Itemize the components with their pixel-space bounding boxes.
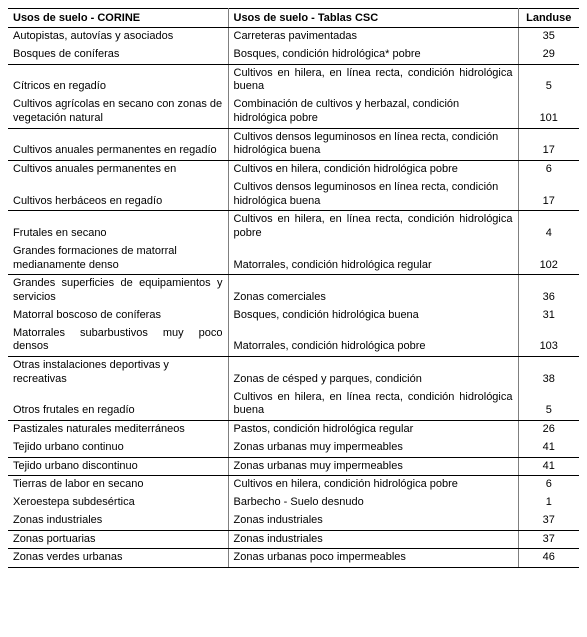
cell-csc: Carreteras pavimentadas <box>228 28 518 46</box>
cell-landuse: 101 <box>518 96 579 128</box>
cell-csc: Zonas industriales <box>228 530 518 549</box>
cell-landuse: 29 <box>518 46 579 64</box>
table-row: Tejido urbano continuoZonas urbanas muy … <box>8 439 579 457</box>
cell-landuse: 4 <box>518 211 579 243</box>
cell-corine: Matorral boscoso de coníferas <box>8 307 228 325</box>
cell-landuse: 36 <box>518 275 579 307</box>
cell-corine: Cítricos en regadío <box>8 64 228 96</box>
cell-csc: Pastos, condición hidrológica regular <box>228 421 518 439</box>
cell-csc: Bosques, condición hidrológica* pobre <box>228 46 518 64</box>
cell-csc: Cultivos en hilera, en línea recta, cond… <box>228 64 518 96</box>
cell-landuse: 37 <box>518 530 579 549</box>
table-row: Matorrales subarbustivos muy poco densos… <box>8 325 579 357</box>
cell-corine: Zonas verdes urbanas <box>8 549 228 568</box>
cell-csc: Zonas urbanas poco impermeables <box>228 549 518 568</box>
table-header-row: Usos de suelo - CORINE Usos de suelo - T… <box>8 9 579 28</box>
header-csc: Usos de suelo - Tablas CSC <box>228 9 518 28</box>
table-row: Cultivos anuales permanentes en regadíoC… <box>8 128 579 161</box>
cell-landuse: 102 <box>518 243 579 275</box>
table-row: Tierras de labor en secanoCultivos en hi… <box>8 476 579 494</box>
cell-landuse: 17 <box>518 128 579 161</box>
table-row: Otros frutales en regadíoCultivos en hil… <box>8 389 579 421</box>
table-row: Cultivos anuales permanentes enCultivos … <box>8 161 579 179</box>
cell-landuse: 1 <box>518 494 579 512</box>
cell-csc: Zonas comerciales <box>228 275 518 307</box>
cell-csc: Matorrales, condición hidrológica regula… <box>228 243 518 275</box>
cell-corine: Zonas industriales <box>8 512 228 530</box>
table-row: Pastizales naturales mediterráneosPastos… <box>8 421 579 439</box>
cell-csc: Cultivos en hilera, en línea recta, cond… <box>228 389 518 421</box>
cell-landuse: 35 <box>518 28 579 46</box>
table-row: Xeroestepa subdesérticaBarbecho - Suelo … <box>8 494 579 512</box>
cell-landuse: 6 <box>518 476 579 494</box>
table-row: Zonas verdes urbanasZonas urbanas poco i… <box>8 549 579 568</box>
cell-corine: Cultivos anuales permanentes en <box>8 161 228 179</box>
table-row: Tejido urbano discontinuoZonas urbanas m… <box>8 457 579 476</box>
cell-corine: Grandes formaciones de matorral medianam… <box>8 243 228 275</box>
cell-corine: Autopistas, autovías y asociados <box>8 28 228 46</box>
cell-corine: Otras instalaciones deportivas y recreat… <box>8 357 228 389</box>
cell-csc: Zonas industriales <box>228 512 518 530</box>
cell-corine: Zonas portuarias <box>8 530 228 549</box>
cell-csc: Cultivos densos leguminosos en línea rec… <box>228 179 518 211</box>
cell-corine: Bosques de coníferas <box>8 46 228 64</box>
cell-landuse: 38 <box>518 357 579 389</box>
cell-landuse: 103 <box>518 325 579 357</box>
cell-corine: Tierras de labor en secano <box>8 476 228 494</box>
cell-landuse: 17 <box>518 179 579 211</box>
table-row: Autopistas, autovías y asociadosCarreter… <box>8 28 579 46</box>
cell-landuse: 37 <box>518 512 579 530</box>
cell-csc: Barbecho - Suelo desnudo <box>228 494 518 512</box>
table-body: Autopistas, autovías y asociadosCarreter… <box>8 28 579 568</box>
cell-corine: Matorrales subarbustivos muy poco densos <box>8 325 228 357</box>
cell-corine: Frutales en secano <box>8 211 228 243</box>
cell-corine: Cultivos agrícolas en secano con zonas d… <box>8 96 228 128</box>
cell-corine: Xeroestepa subdesértica <box>8 494 228 512</box>
table-row: Zonas portuariasZonas industriales37 <box>8 530 579 549</box>
cell-corine: Tejido urbano discontinuo <box>8 457 228 476</box>
cell-csc: Zonas urbanas muy impermeables <box>228 439 518 457</box>
cell-landuse: 46 <box>518 549 579 568</box>
table-row: Bosques de coníferasBosques, condición h… <box>8 46 579 64</box>
table-row: Otras instalaciones deportivas y recreat… <box>8 357 579 389</box>
header-landuse: Landuse <box>518 9 579 28</box>
cell-landuse: 41 <box>518 457 579 476</box>
cell-corine: Cultivos anuales permanentes en regadío <box>8 128 228 161</box>
table-row: Zonas industrialesZonas industriales37 <box>8 512 579 530</box>
cell-csc: Cultivos en hilera, condición hidrológic… <box>228 476 518 494</box>
cell-corine: Grandes superficies de equipamientos y s… <box>8 275 228 307</box>
table-row: Matorral boscoso de coníferasBosques, co… <box>8 307 579 325</box>
cell-csc: Zonas urbanas muy impermeables <box>228 457 518 476</box>
cell-csc: Cultivos en hilera, en línea recta, cond… <box>228 211 518 243</box>
table-row: Cultivos herbáceos en regadíoCultivos de… <box>8 179 579 211</box>
cell-landuse: 31 <box>518 307 579 325</box>
header-corine: Usos de suelo - CORINE <box>8 9 228 28</box>
landuse-table: Usos de suelo - CORINE Usos de suelo - T… <box>8 8 579 568</box>
cell-csc: Cultivos densos leguminosos en línea rec… <box>228 128 518 161</box>
table-row: Frutales en secanoCultivos en hilera, en… <box>8 211 579 243</box>
cell-csc: Combinación de cultivos y herbazal, cond… <box>228 96 518 128</box>
cell-csc: Matorrales, condición hidrológica pobre <box>228 325 518 357</box>
cell-landuse: 5 <box>518 64 579 96</box>
table-row: Grandes formaciones de matorral medianam… <box>8 243 579 275</box>
table-row: Grandes superficies de equipamientos y s… <box>8 275 579 307</box>
cell-corine: Cultivos herbáceos en regadío <box>8 179 228 211</box>
cell-landuse: 26 <box>518 421 579 439</box>
cell-landuse: 6 <box>518 161 579 179</box>
table-row: Cítricos en regadíoCultivos en hilera, e… <box>8 64 579 96</box>
cell-landuse: 41 <box>518 439 579 457</box>
cell-corine: Tejido urbano continuo <box>8 439 228 457</box>
table-row: Cultivos agrícolas en secano con zonas d… <box>8 96 579 128</box>
cell-csc: Cultivos en hilera, condición hidrológic… <box>228 161 518 179</box>
cell-csc: Zonas de césped y parques, condición <box>228 357 518 389</box>
cell-csc: Bosques, condición hidrológica buena <box>228 307 518 325</box>
cell-corine: Otros frutales en regadío <box>8 389 228 421</box>
cell-corine: Pastizales naturales mediterráneos <box>8 421 228 439</box>
cell-landuse: 5 <box>518 389 579 421</box>
